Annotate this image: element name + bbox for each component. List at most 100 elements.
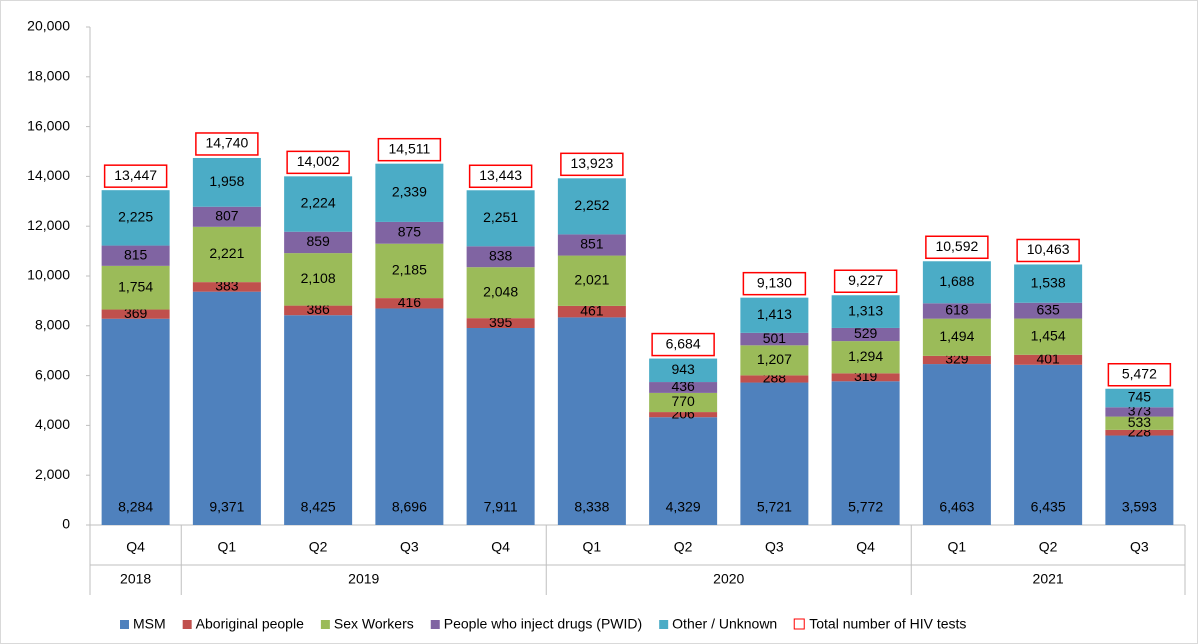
bar-segment	[1014, 302, 1083, 319]
y-tick-label: 12,000	[27, 217, 70, 233]
total-box	[195, 132, 259, 156]
total-label: 10,463	[1027, 241, 1070, 257]
data-label: 2,225	[118, 209, 153, 225]
data-label: 7,911	[484, 499, 518, 515]
bar-segment	[284, 231, 353, 254]
y-tick-label: 10,000	[27, 267, 70, 283]
bar-segment	[557, 234, 626, 256]
bar-segment	[831, 295, 900, 328]
x-tick-label: Q1	[583, 539, 602, 555]
data-label: 1,494	[939, 328, 974, 344]
total-box	[468, 164, 533, 189]
bar-segment	[557, 178, 626, 235]
data-label: 770	[671, 393, 695, 409]
bar-segment	[192, 226, 261, 283]
data-label: 1,754	[118, 278, 153, 294]
total-box	[103, 164, 168, 188]
legend-swatch	[430, 620, 440, 629]
bar-segment	[922, 261, 991, 304]
bar-segment	[557, 317, 626, 525]
bar-segment	[284, 176, 353, 232]
total-box	[1107, 362, 1172, 387]
data-label: 8,284	[118, 499, 153, 515]
legend-label: MSM	[133, 616, 166, 632]
bar-segment	[740, 382, 809, 525]
data-label: 1,538	[1031, 274, 1066, 290]
y-tick-label: 6,000	[35, 366, 70, 382]
total-box	[286, 150, 350, 175]
bar-segment	[649, 412, 718, 418]
y-tick-label: 8,000	[35, 317, 70, 333]
x-tick-label: Q4	[126, 539, 145, 555]
bar-segment	[649, 392, 718, 413]
data-label: 943	[671, 361, 695, 377]
bar-segment	[284, 253, 353, 306]
legend-label: Sex Workers	[334, 616, 414, 632]
data-label: 2,048	[483, 283, 518, 299]
total-box	[651, 332, 715, 357]
total-label: 13,923	[570, 155, 613, 171]
x-tick-label: Q4	[491, 539, 510, 555]
total-label: 14,740	[205, 135, 248, 151]
x-tick-label: Q3	[765, 539, 784, 555]
bar-segment	[1105, 429, 1174, 436]
y-tick-label: 14,000	[27, 167, 70, 183]
y-tick-label: 4,000	[35, 416, 70, 432]
data-label: 2,221	[209, 245, 244, 261]
total-label: 13,443	[479, 167, 522, 183]
x-group-label: 2019	[348, 571, 379, 587]
data-label: 436	[671, 378, 695, 394]
data-label: 461	[580, 302, 604, 318]
total-label: 14,002	[297, 153, 340, 169]
x-tick-label: Q2	[1039, 539, 1058, 555]
legend-label: Aboriginal people	[196, 616, 304, 632]
total-label: 9,227	[848, 272, 883, 288]
data-label: 1,413	[757, 306, 792, 322]
y-tick-label: 16,000	[27, 117, 70, 133]
bar-segment	[831, 381, 900, 525]
bar-segment	[284, 315, 353, 525]
data-label: 807	[215, 207, 239, 223]
data-label: 815	[124, 246, 148, 262]
data-label: 1,207	[757, 351, 792, 367]
x-tick-label: Q2	[674, 539, 693, 555]
data-label: 859	[306, 233, 330, 249]
legend-swatch	[320, 620, 330, 629]
data-label: 618	[945, 302, 969, 318]
bar-segment	[1014, 264, 1083, 303]
bar-segment	[1105, 435, 1174, 525]
bar-segment	[1014, 354, 1083, 365]
bar-segment	[740, 375, 809, 383]
data-label: 6,463	[939, 499, 974, 515]
total-box	[1016, 238, 1080, 263]
bar-segment	[649, 382, 718, 393]
bar-segment	[1105, 407, 1174, 417]
bar-segment	[466, 246, 535, 268]
legend-label: People who inject drugs (PWID)	[444, 616, 642, 632]
bar-segment	[101, 265, 170, 310]
data-label: 3,593	[1122, 499, 1157, 515]
data-label: 2,251	[483, 209, 518, 225]
data-label: 745	[1128, 389, 1152, 405]
legend-label: Other / Unknown	[672, 616, 777, 632]
data-label: 2,252	[574, 197, 609, 213]
legend-swatch	[120, 620, 129, 629]
legend-label: Total number of HIV tests	[809, 616, 966, 632]
data-label: 5,772	[848, 499, 883, 515]
bar-segment	[192, 157, 261, 207]
data-label: 851	[580, 236, 604, 252]
x-group-label: 2021	[1033, 571, 1064, 587]
bar-segment	[466, 328, 535, 525]
x-tick-label: Q4	[856, 539, 875, 555]
bar-segment	[101, 245, 170, 266]
bar-segment	[375, 298, 444, 309]
x-tick-label: Q3	[400, 539, 419, 555]
bar-segment	[740, 332, 809, 346]
total-label: 9,130	[757, 274, 792, 290]
y-tick-label: 2,000	[35, 466, 70, 482]
data-label: 2,021	[574, 271, 609, 287]
data-label: 9,371	[209, 499, 244, 515]
bar-segment	[557, 255, 626, 306]
bar-segment	[649, 358, 718, 383]
